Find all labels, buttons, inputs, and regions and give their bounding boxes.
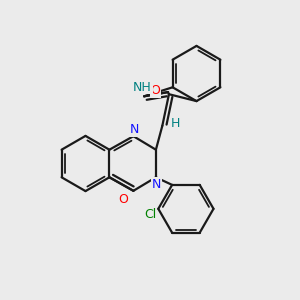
Text: O: O <box>151 84 160 97</box>
Text: N: N <box>130 123 139 136</box>
Text: Cl: Cl <box>144 208 156 221</box>
Text: NH: NH <box>133 81 152 94</box>
Text: O: O <box>118 193 128 206</box>
Text: H: H <box>170 117 180 130</box>
Text: N: N <box>152 178 161 191</box>
